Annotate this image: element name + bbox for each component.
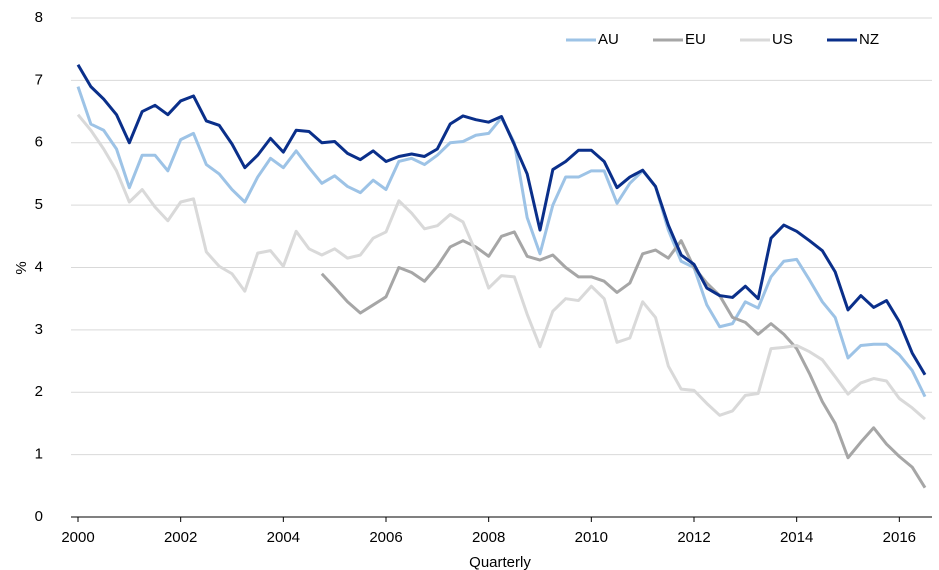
- x-tick-label: 2016: [883, 529, 916, 546]
- line-series: [320, 230, 927, 489]
- x-axis-label: Quarterly: [469, 554, 531, 570]
- line-series: [76, 64, 927, 376]
- legend-label: NZ: [859, 31, 879, 48]
- legend-label: US: [772, 31, 793, 48]
- y-tick-label: 2: [35, 383, 43, 400]
- legend-label: AU: [598, 31, 619, 48]
- y-tick-label: 3: [35, 321, 43, 338]
- legend-label: EU: [685, 31, 706, 48]
- y-tick-label: 8: [35, 9, 43, 26]
- line-series: [76, 113, 926, 421]
- x-tick-label: 2012: [677, 529, 710, 546]
- x-tick-label: 2008: [472, 529, 505, 546]
- y-tick-label: 1: [35, 446, 43, 463]
- x-tick-label: 2014: [780, 529, 813, 546]
- x-tick-label: 2004: [267, 529, 300, 546]
- y-tick-label: 4: [35, 258, 43, 275]
- y-tick-label: 6: [35, 134, 43, 151]
- x-tick-label: 2000: [61, 529, 94, 546]
- y-tick-label: 5: [35, 196, 43, 213]
- y-tick-label: 7: [35, 71, 43, 88]
- x-tick-label: 2002: [164, 529, 197, 546]
- x-tick-label: 2010: [575, 529, 608, 546]
- y-tick-label: 0: [35, 508, 43, 525]
- x-tick-label: 2006: [369, 529, 402, 546]
- y-axis-label: %: [13, 261, 30, 274]
